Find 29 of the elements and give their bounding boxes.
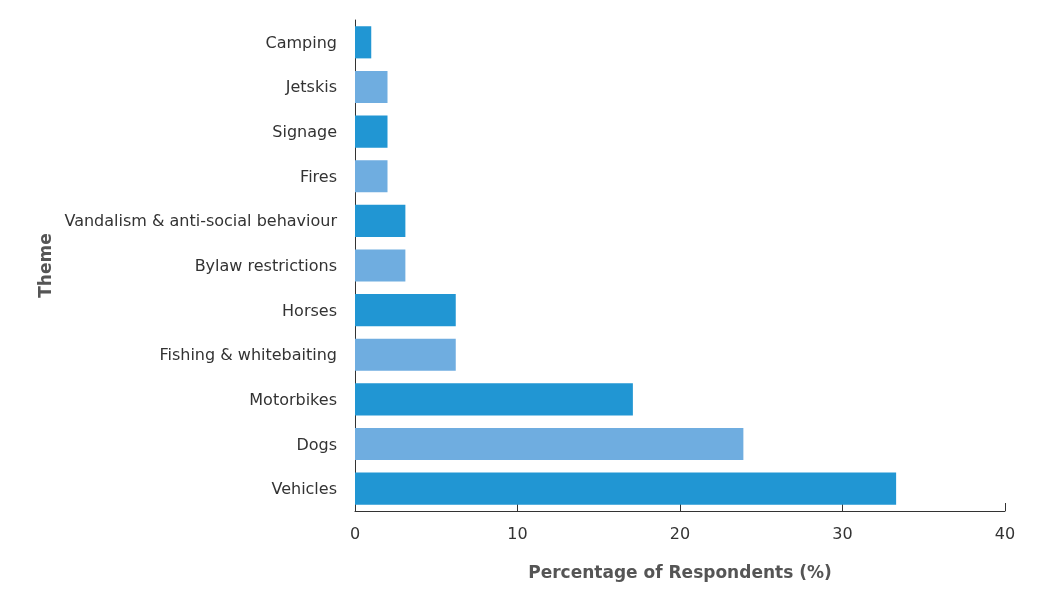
y-tick-label: Horses [282,300,337,320]
bar [355,160,388,193]
bar [355,204,406,237]
y-tick-label: Motorbikes [249,389,337,409]
bar [355,472,897,505]
y-tick-label: Signage [272,122,337,142]
bar [355,115,388,148]
y-tick-label: Jetskis [284,77,337,97]
bar [355,26,372,59]
y-tick-label: Dogs [296,434,337,454]
x-tick-label: 10 [507,523,528,543]
y-tick-label: Vandalism & anti-social behaviour [64,211,338,231]
x-tick-label: 0 [349,523,361,543]
bar [355,383,633,416]
bar [355,294,456,327]
x-axis-title: Percentage of Respondents (%) [528,561,832,582]
bar [355,249,406,282]
x-tick-label: 40 [994,523,1016,543]
y-axis-title: Theme [35,233,56,298]
y-tick-label: Vehicles [271,479,337,499]
y-tick-label: Camping [265,32,337,52]
y-tick-label: Fires [300,166,337,186]
bar [355,427,744,461]
bar [355,70,388,104]
bar [355,338,456,371]
x-tick-label: 20 [669,523,691,543]
y-tick-label: Fishing & whitebaiting [159,345,337,365]
x-tick-label: 30 [832,523,853,543]
y-tick-label: Bylaw restrictions [194,256,337,275]
